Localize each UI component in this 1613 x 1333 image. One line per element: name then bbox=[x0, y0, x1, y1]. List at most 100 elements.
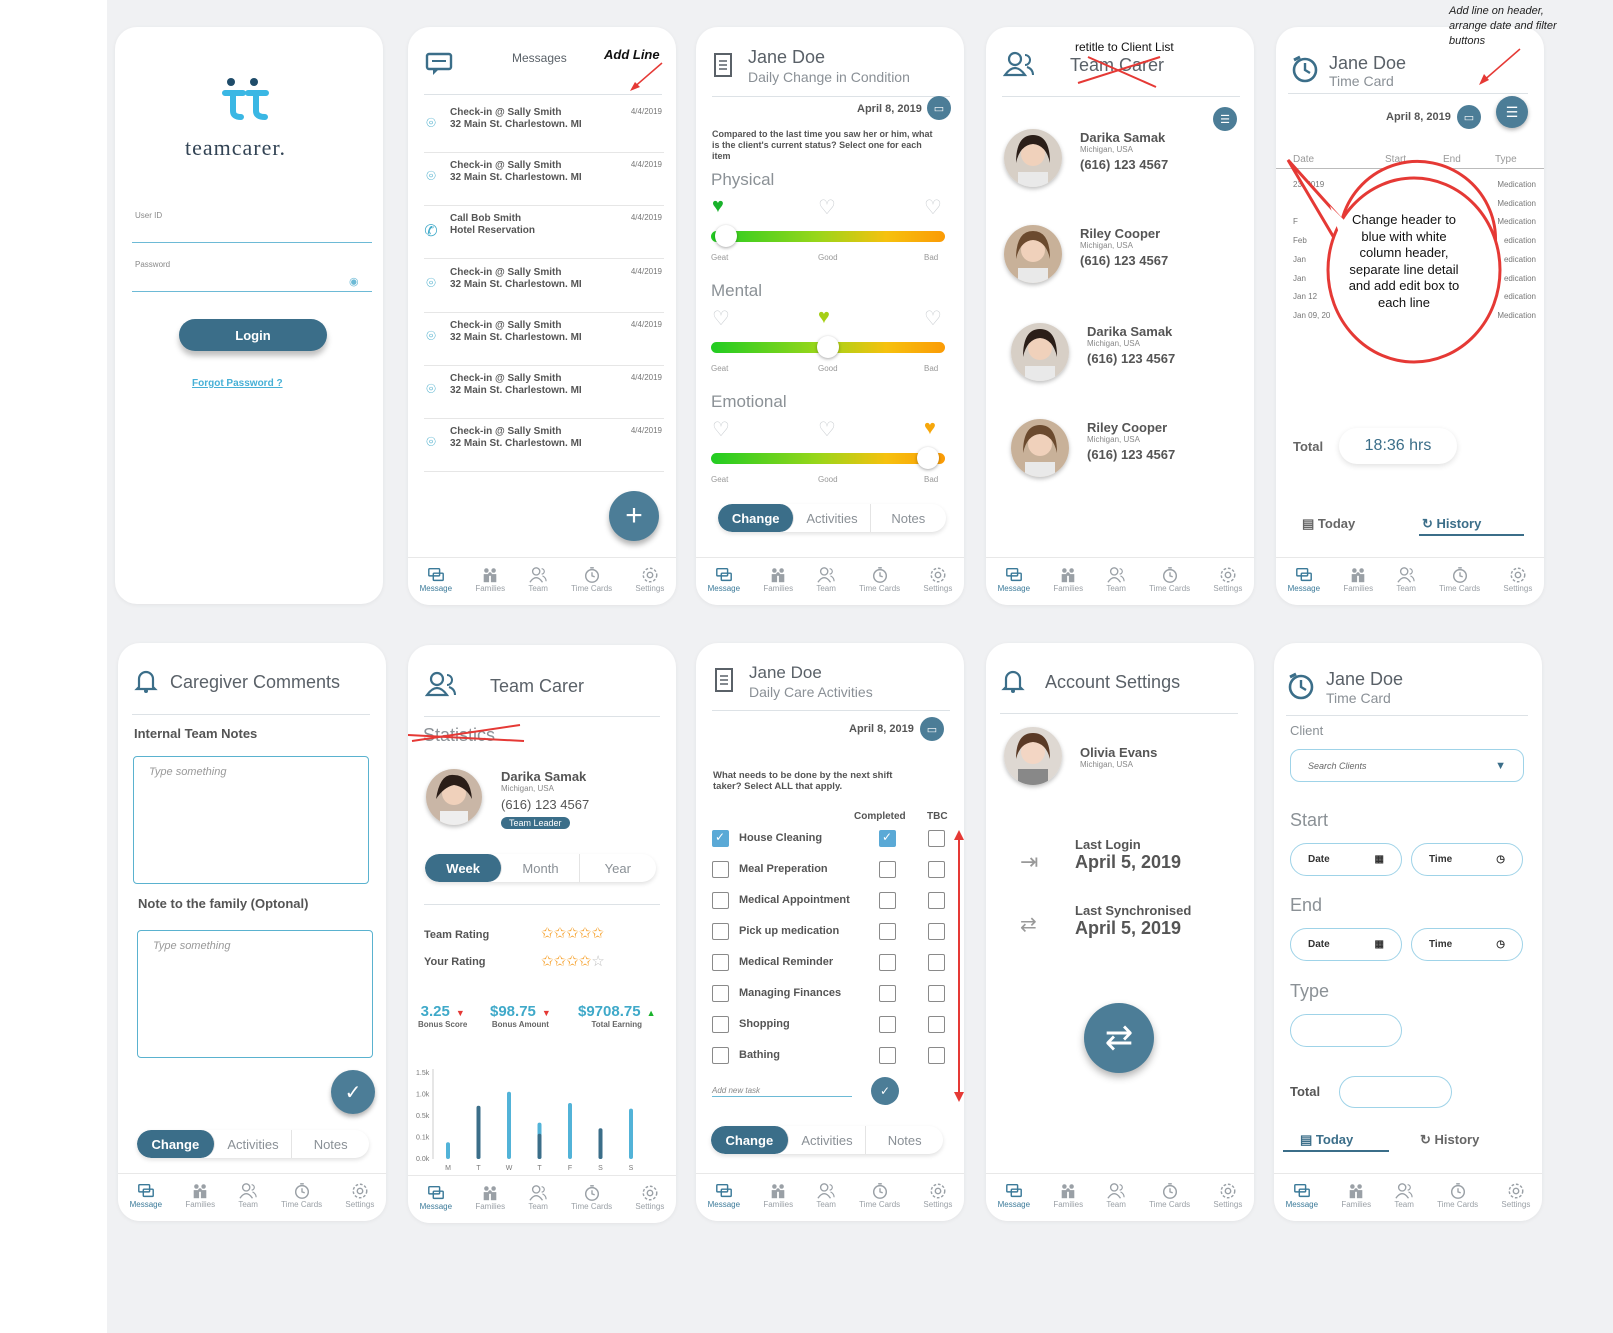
nav-item-team[interactable]: Team bbox=[816, 566, 836, 593]
heart-icon[interactable]: ♡ bbox=[924, 197, 942, 219]
tab-change[interactable]: Change bbox=[137, 1130, 215, 1158]
calendar-button[interactable]: ▭ bbox=[920, 717, 944, 741]
nav-item-settings[interactable]: Settings bbox=[1213, 1182, 1242, 1209]
tbc-checkbox[interactable] bbox=[928, 985, 945, 1002]
nav-item-time-cards[interactable]: Time Cards bbox=[1437, 1182, 1478, 1209]
list-item[interactable]: ⌾ Check-in @ Sally Smith 32 Main St. Charl… bbox=[424, 101, 664, 153]
nav-item-time-cards[interactable]: Time Cards bbox=[571, 1184, 612, 1211]
nav-item-message[interactable]: Message bbox=[420, 566, 452, 593]
add-message-button[interactable]: + bbox=[609, 491, 659, 541]
nav-item-time-cards[interactable]: Time Cards bbox=[281, 1182, 322, 1209]
completed-checkbox[interactable] bbox=[879, 954, 896, 971]
completed-checkbox[interactable] bbox=[879, 1016, 896, 1033]
nav-item-time-cards[interactable]: Time Cards bbox=[859, 566, 900, 593]
sync-button[interactable]: ⇄ bbox=[1084, 1003, 1154, 1073]
tab-year[interactable]: Year bbox=[604, 860, 631, 876]
slider-knob[interactable] bbox=[715, 225, 738, 247]
condition-slider[interactable] bbox=[711, 336, 945, 358]
tab-month[interactable]: Month bbox=[502, 854, 580, 882]
heart-icon[interactable]: ♥ bbox=[924, 417, 936, 439]
nav-item-settings[interactable]: Settings bbox=[1503, 566, 1532, 593]
nav-item-team[interactable]: Team bbox=[528, 566, 548, 593]
list-item[interactable]: ✆ Call Bob Smith Hotel Reservation 4/4/2019 bbox=[424, 207, 664, 260]
tab-history[interactable]: ↻ History bbox=[1420, 1132, 1479, 1148]
tab-week[interactable]: Week bbox=[425, 854, 503, 882]
calendar-button[interactable]: ▭ bbox=[1457, 105, 1481, 129]
tab-today[interactable]: ▤ Today bbox=[1300, 1132, 1353, 1148]
nav-item-families[interactable]: Families bbox=[1053, 566, 1083, 593]
nav-item-message[interactable]: Message bbox=[130, 1182, 162, 1209]
task-checkbox[interactable] bbox=[712, 1047, 729, 1064]
completed-checkbox[interactable] bbox=[879, 985, 896, 1002]
table-row[interactable]: F Medication bbox=[1276, 217, 1544, 231]
client-item[interactable]: Riley Cooper Michigan, USA (616) 123 4567 bbox=[1080, 226, 1168, 268]
nav-item-families[interactable]: Families bbox=[475, 1184, 505, 1211]
filter-button[interactable]: ☰ bbox=[1496, 96, 1528, 128]
table-row[interactable]: Feb edication bbox=[1276, 236, 1544, 250]
login-button[interactable]: Login bbox=[179, 319, 327, 351]
nav-item-time-cards[interactable]: Time Cards bbox=[1149, 1182, 1190, 1209]
nav-item-time-cards[interactable]: Time Cards bbox=[1439, 566, 1480, 593]
table-row[interactable]: Medication bbox=[1276, 199, 1544, 213]
add-task-confirm-button[interactable]: ✓ bbox=[871, 1077, 899, 1105]
tab-notes[interactable]: Notes bbox=[313, 1136, 348, 1152]
nav-item-families[interactable]: Families bbox=[763, 566, 793, 593]
user-id-input[interactable] bbox=[132, 225, 372, 243]
nav-item-settings[interactable]: Settings bbox=[1213, 566, 1242, 593]
calendar-button[interactable]: ▭ bbox=[927, 96, 951, 120]
tab-today[interactable]: ▤ Today bbox=[1302, 516, 1355, 532]
tab-activities[interactable]: Activities bbox=[215, 1130, 293, 1158]
completed-checkbox[interactable]: ✓ bbox=[879, 830, 896, 847]
heart-icon[interactable]: ♡ bbox=[818, 419, 836, 441]
nav-item-team[interactable]: Team bbox=[1106, 566, 1126, 593]
tab-activities[interactable]: Activities bbox=[789, 1126, 867, 1154]
add-task-input[interactable]: Add new task bbox=[712, 1086, 852, 1097]
tab-notes[interactable]: Notes bbox=[887, 1132, 922, 1148]
table-row[interactable]: Jan edication bbox=[1276, 255, 1544, 269]
heart-icon[interactable]: ♡ bbox=[712, 419, 730, 441]
heart-icon[interactable]: ♥ bbox=[818, 306, 830, 328]
tab-change[interactable]: Change bbox=[711, 1126, 789, 1154]
table-row[interactable]: Jan 12 edication bbox=[1276, 292, 1544, 306]
nav-item-message[interactable]: Message bbox=[1288, 566, 1320, 593]
nav-item-settings[interactable]: Settings bbox=[635, 566, 664, 593]
slider-knob[interactable] bbox=[916, 447, 939, 469]
nav-item-families[interactable]: Families bbox=[185, 1182, 215, 1209]
heart-icon[interactable]: ♡ bbox=[712, 308, 730, 330]
nav-item-message[interactable]: Message bbox=[998, 566, 1030, 593]
task-checkbox[interactable] bbox=[712, 954, 729, 971]
nav-item-team[interactable]: Team bbox=[1394, 1182, 1414, 1209]
task-checkbox[interactable] bbox=[712, 892, 729, 909]
completed-checkbox[interactable] bbox=[879, 1047, 896, 1064]
tbc-checkbox[interactable] bbox=[928, 892, 945, 909]
nav-item-families[interactable]: Families bbox=[1341, 1182, 1371, 1209]
family-note-input[interactable]: Type something bbox=[137, 930, 373, 1058]
confirm-button[interactable]: ✓ bbox=[331, 1070, 375, 1114]
nav-item-settings[interactable]: Settings bbox=[923, 1182, 952, 1209]
tab-notes[interactable]: Notes bbox=[891, 510, 926, 526]
table-row[interactable]: Jan edication bbox=[1276, 274, 1544, 288]
type-input[interactable] bbox=[1290, 1014, 1402, 1047]
start-time-input[interactable]: Time ◷ bbox=[1411, 843, 1523, 876]
end-time-input[interactable]: Time ◷ bbox=[1411, 928, 1523, 961]
nav-item-message[interactable]: Message bbox=[708, 566, 740, 593]
condition-slider[interactable] bbox=[711, 225, 945, 247]
list-item[interactable]: ⌾ Check-in @ Sally Smith 32 Main St. Charl… bbox=[424, 314, 664, 366]
eye-icon[interactable]: ◉ bbox=[349, 276, 359, 288]
nav-item-families[interactable]: Families bbox=[763, 1182, 793, 1209]
nav-item-settings[interactable]: Settings bbox=[345, 1182, 374, 1209]
nav-item-message[interactable]: Message bbox=[998, 1182, 1030, 1209]
nav-item-team[interactable]: Team bbox=[528, 1184, 548, 1211]
heart-icon[interactable]: ♡ bbox=[924, 308, 942, 330]
nav-item-families[interactable]: Families bbox=[1343, 566, 1373, 593]
client-item[interactable]: Riley Cooper Michigan, USA (616) 123 4567 bbox=[1087, 420, 1175, 462]
tab-change[interactable]: Change bbox=[718, 504, 795, 532]
completed-checkbox[interactable] bbox=[879, 892, 896, 909]
task-checkbox[interactable] bbox=[712, 985, 729, 1002]
nav-item-time-cards[interactable]: Time Cards bbox=[1149, 566, 1190, 593]
slider-knob[interactable] bbox=[817, 336, 839, 358]
task-checkbox[interactable]: ✓ bbox=[712, 830, 729, 847]
nav-item-team[interactable]: Team bbox=[1106, 1182, 1126, 1209]
nav-item-message[interactable]: Message bbox=[708, 1182, 740, 1209]
start-date-input[interactable]: Date ▦ bbox=[1290, 843, 1402, 876]
